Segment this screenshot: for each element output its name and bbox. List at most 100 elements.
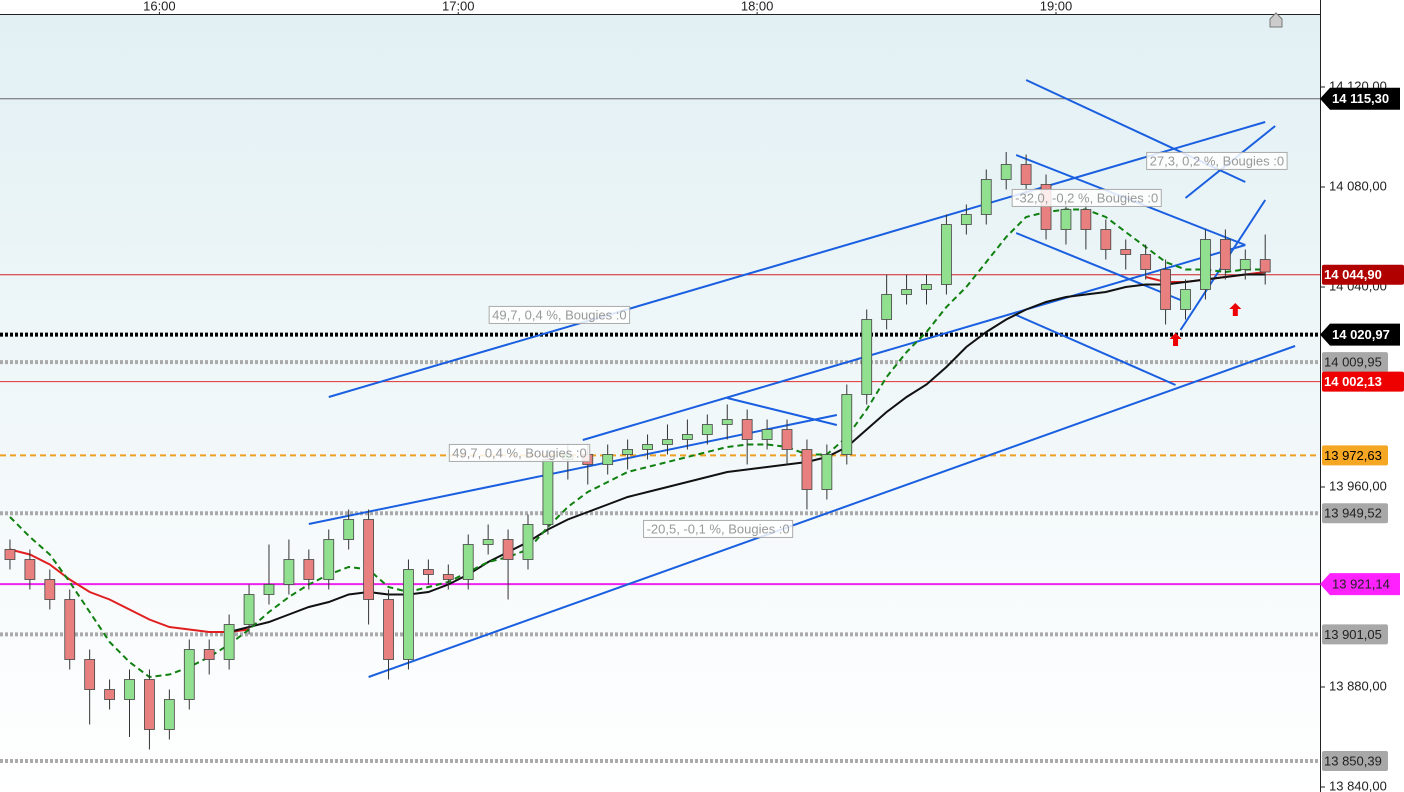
axes: 16:00 17:00 18:00 19:00 13 840,00 13 880,00 13…: [143, 0, 1404, 792]
measure-box: [488, 305, 631, 324]
candle-body: [1160, 269, 1171, 310]
candle-body: [482, 539, 494, 545]
price-tag: [1322, 352, 1388, 373]
price-tag: [1322, 503, 1388, 524]
candle-body: [1000, 164, 1012, 180]
candle-body: [682, 434, 693, 440]
candle-body: [1219, 239, 1231, 270]
candle-body: [64, 599, 76, 660]
candle-body: [1100, 229, 1112, 250]
candle-body: [1060, 209, 1072, 230]
price-tag-label: 13 850,39: [1324, 753, 1382, 768]
signal-arrow: [1229, 303, 1242, 316]
measure-box: [643, 519, 794, 538]
measure-box: [1146, 151, 1288, 170]
x-tick-label: 17:00: [442, 0, 475, 13]
candle-body: [901, 289, 912, 295]
price-tag: [1322, 264, 1404, 285]
measure-box: [1011, 188, 1162, 207]
candle-body: [721, 419, 733, 425]
signal-arrow: [1169, 333, 1182, 346]
price-tag: [1320, 87, 1400, 110]
candle-body: [24, 559, 36, 580]
candle-body: [1140, 254, 1152, 270]
trend-line: [368, 345, 1296, 678]
measure-label: -20,5, -0,1 %, Bougies :0: [647, 521, 790, 536]
candle-body: [243, 594, 255, 625]
candle-body: [881, 294, 893, 320]
candle-body: [1020, 164, 1032, 185]
measure-label: 49,7, 0,4 %, Bougies :0: [492, 307, 626, 322]
candle-body: [283, 559, 295, 585]
candle-body: [921, 284, 932, 290]
candle-body: [761, 429, 773, 440]
candle-body: [462, 544, 474, 580]
candle-body: [602, 454, 614, 465]
candle-body: [841, 394, 853, 455]
trend-line: [328, 121, 1266, 398]
candle-body: [542, 459, 554, 525]
candle-body: [502, 539, 514, 560]
candle-body: [801, 449, 813, 490]
price-tag: [1322, 371, 1404, 392]
price-tag: [1320, 323, 1400, 346]
candle-body: [1180, 289, 1191, 310]
candle-body: [701, 424, 713, 435]
price-tag: [1322, 751, 1388, 772]
candle-body: [781, 429, 793, 450]
x-tick-label: 19:00: [1040, 0, 1073, 13]
candle-body: [960, 214, 972, 225]
candle-body: [163, 699, 175, 730]
price-tag-label: 13 972,63: [1324, 448, 1382, 463]
price-tag-label: 14 020,97: [1332, 327, 1390, 342]
candle-body: [203, 649, 215, 660]
candle-body: [1080, 209, 1092, 230]
trend-line: [727, 397, 838, 426]
price-tag-label: 14 009,95: [1324, 355, 1382, 370]
candle-body: [383, 599, 394, 660]
price-tag-label: 14 115,30: [1332, 91, 1389, 106]
moving-average: [9, 208, 1266, 679]
candle-body: [144, 679, 155, 730]
trend-line: [1015, 314, 1176, 386]
candle-body: [263, 584, 275, 595]
price-tag-label: 14 002,13: [1324, 374, 1382, 389]
x-tick-label: 18:00: [741, 0, 774, 13]
candle-body: [662, 439, 673, 445]
candle-body: [44, 579, 56, 600]
price-tag-label: 13 901,05: [1324, 627, 1382, 642]
candle-body: [104, 689, 115, 700]
measure-box: [448, 443, 591, 462]
x-tick-label: 16:00: [143, 0, 176, 13]
candle-body: [363, 519, 374, 600]
candle-body: [442, 574, 454, 580]
y-tick-label: 13 960,00: [1329, 478, 1387, 493]
y-tick-label: 13 840,00: [1329, 778, 1387, 792]
candle-body: [323, 539, 335, 580]
candle-body: [741, 419, 753, 440]
candle-body: [821, 454, 833, 490]
candle-body: [303, 559, 315, 580]
candle-body: [980, 179, 992, 215]
candle-body: [941, 224, 952, 285]
candle-body: [1120, 249, 1132, 255]
candle-body: [422, 569, 434, 575]
y-tick-label: 14 080,00: [1329, 178, 1387, 193]
candle-body: [183, 649, 195, 700]
candle-body: [403, 569, 414, 660]
price-tag-label: 13 949,52: [1324, 506, 1382, 521]
candle-body: [124, 679, 135, 700]
candle-body: [84, 659, 96, 690]
price-tag: [1322, 624, 1388, 645]
candle-body: [4, 549, 16, 560]
price-tag-label: 14 044,90: [1324, 267, 1382, 282]
plot: 49,7, 0,4 %, Bougies :0 49,7, 0,4 %, Boug…: [0, 79, 1320, 764]
price-tag-label: 13 921,14: [1332, 577, 1390, 592]
candle-body: [861, 319, 873, 395]
price-tag: [1320, 573, 1400, 596]
home-icon[interactable]: [1269, 12, 1283, 28]
measure-label: -32,0, -0,2 %, Bougies :0: [1015, 190, 1158, 205]
candle-body: [1239, 259, 1251, 270]
measure-label: 27,3, 0,2 %, Bougies :0: [1150, 153, 1284, 168]
